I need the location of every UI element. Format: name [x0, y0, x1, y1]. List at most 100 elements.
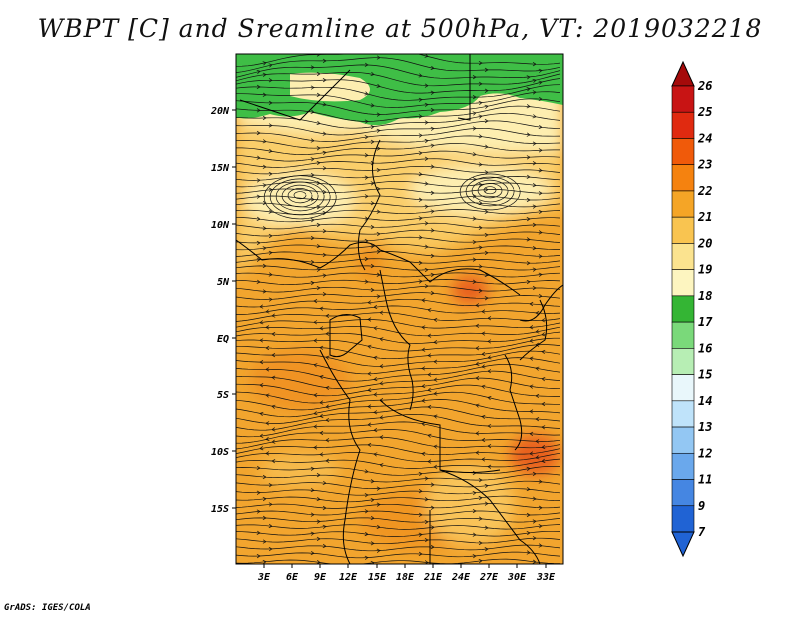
streamline-arrow	[532, 285, 537, 291]
streamline-arrow	[430, 228, 435, 233]
streamline-arrow	[475, 303, 480, 308]
streamline-arrow	[268, 523, 273, 529]
colorbar-label: 7	[698, 525, 706, 539]
streamline-arrow	[262, 115, 267, 121]
streamline-arrow	[379, 337, 384, 342]
streamline-arrow	[268, 100, 273, 106]
streamline-arrow	[271, 459, 276, 464]
streamline-arrow	[262, 72, 267, 77]
streamline-arrow	[310, 109, 315, 114]
lat-label: 15N	[211, 163, 230, 174]
streamline-arrow	[316, 560, 321, 564]
streamline-arrow	[313, 338, 318, 343]
streamline-arrow	[268, 78, 273, 83]
streamline-arrow	[484, 67, 489, 73]
streamline-arrow	[541, 318, 546, 323]
streamline	[236, 452, 561, 462]
lon-label: 30E	[507, 572, 527, 583]
streamline-arrow	[268, 546, 273, 552]
streamline-arrow	[424, 54, 429, 58]
streamline-arrow	[481, 351, 486, 357]
colorbar-swatch	[671, 269, 695, 297]
streamline-arrow	[472, 75, 477, 80]
streamline-arrow	[319, 400, 324, 405]
colorbar-swatch	[671, 321, 695, 349]
streamline	[263, 175, 337, 220]
streamline	[236, 503, 561, 509]
streamline-arrow	[376, 55, 381, 60]
streamline-arrow	[430, 65, 435, 70]
streamline-arrow	[472, 554, 477, 559]
streamline-arrow	[376, 231, 381, 237]
streamline-arrow	[484, 296, 489, 301]
streamline	[236, 331, 561, 344]
colorbar-label: 15	[698, 368, 712, 382]
streamline-arrow	[478, 162, 483, 167]
streamline	[236, 202, 561, 208]
streamline	[236, 127, 561, 142]
streamline-arrow	[418, 489, 423, 494]
streamline-arrow	[265, 345, 270, 351]
streamline	[236, 480, 561, 489]
streamline-arrow	[475, 361, 480, 366]
streamline-arrow	[472, 126, 477, 131]
streamline	[236, 150, 561, 162]
streamline-arrow	[310, 280, 315, 286]
streamline-arrow	[484, 525, 489, 530]
streamline-arrow	[325, 417, 330, 423]
streamline-arrow	[262, 263, 267, 268]
streamline-arrow	[532, 183, 537, 188]
streamline-arrow	[481, 384, 486, 389]
streamline-arrow	[484, 547, 489, 552]
streamline-arrow	[370, 181, 375, 186]
streamline-arrow	[316, 536, 321, 542]
colorbar-label: 13	[698, 420, 712, 434]
streamline-arrow	[418, 73, 423, 78]
streamline-arrow	[364, 531, 369, 537]
streamline-arrow	[367, 344, 372, 349]
streamline-arrow	[310, 218, 315, 223]
streamline-arrow	[319, 375, 324, 380]
streamline	[459, 173, 521, 211]
streamline-arrow	[268, 272, 273, 277]
streamline-arrow	[370, 287, 375, 293]
streamline-arrow	[364, 153, 369, 158]
streamline-arrow	[319, 413, 324, 418]
streamline-arrow	[487, 369, 492, 374]
streamline-arrow	[526, 279, 531, 285]
streamline	[236, 312, 561, 322]
streamline-arrow	[538, 505, 543, 510]
streamline-arrow	[310, 138, 315, 143]
streamline-arrow	[319, 345, 324, 350]
streamline	[236, 465, 561, 476]
streamline-arrow	[376, 249, 381, 254]
colorbar-label: 21	[697, 210, 712, 224]
streamline	[236, 195, 561, 201]
streamline	[236, 279, 561, 285]
streamline-arrow	[538, 293, 543, 299]
streamline-arrow	[427, 308, 432, 313]
streamline-arrow	[373, 326, 378, 331]
streamline-arrow	[532, 62, 537, 67]
streamline-arrow	[484, 144, 489, 149]
streamline-arrow	[535, 342, 540, 347]
streamline-arrow	[433, 444, 438, 449]
streamline-arrow	[259, 383, 264, 388]
streamline-arrow	[532, 267, 537, 272]
streamline-arrow	[373, 428, 378, 433]
streamline-arrow	[418, 471, 423, 477]
colorbar-label: 11	[698, 473, 712, 487]
colorbar-swatch	[671, 164, 695, 192]
streamline-arrow	[265, 325, 270, 330]
streamline	[236, 384, 561, 404]
streamline	[236, 377, 561, 397]
streamline	[236, 558, 561, 564]
streamline-arrow	[313, 299, 318, 304]
streamline-arrow	[478, 61, 483, 66]
streamline-arrow	[371, 50, 374, 54]
streamline-arrow	[376, 168, 381, 173]
lon-label: 27E	[479, 572, 499, 583]
streamline-arrow	[529, 451, 534, 456]
streamline-arrow	[484, 250, 489, 255]
streamline-arrow	[526, 155, 531, 160]
